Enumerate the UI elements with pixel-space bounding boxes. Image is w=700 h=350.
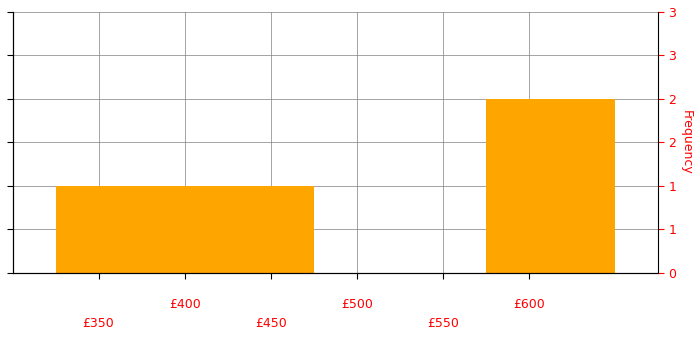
Text: £500: £500 [341,298,372,311]
Text: £350: £350 [83,317,114,330]
Text: £600: £600 [513,298,545,311]
Text: £550: £550 [427,317,458,330]
Y-axis label: Frequency: Frequency [680,110,693,175]
Bar [55,186,314,273]
Text: £450: £450 [255,317,286,330]
Bar [486,99,615,273]
Text: £400: £400 [169,298,200,311]
